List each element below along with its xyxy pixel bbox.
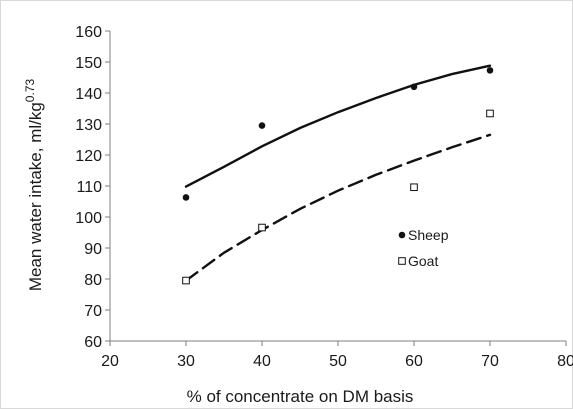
sheep-trend-line	[184, 64, 492, 188]
y-tick-label: 110	[76, 179, 102, 196]
y-axis-label: Mean water intake, ml/kg0.73	[23, 79, 45, 292]
x-tick-label: 40	[253, 353, 271, 370]
y-axis-ticks: 60 70 80 90 100 110 120 130 140 150 160	[75, 24, 110, 351]
y-tick-label: 80	[84, 272, 102, 289]
y-tick-label: 70	[84, 303, 102, 320]
goat-point	[486, 109, 494, 118]
trend-lines	[184, 64, 492, 282]
y-tick-label: 120	[75, 148, 102, 165]
sheep-point	[486, 67, 494, 74]
goat-point	[258, 223, 266, 232]
y-tick-label: 90	[84, 241, 102, 258]
sheep-point	[258, 122, 266, 129]
y-tick-label: 160	[75, 24, 102, 41]
y-tick-label: 150	[75, 55, 102, 72]
x-axis-label: % of concentrate on DM basis	[187, 387, 414, 406]
x-axis-ticks: 20 30 40 50 60 70 80	[101, 341, 573, 370]
legend-sheep-label: Sheep	[408, 227, 449, 243]
y-axis-label-main: Mean water intake, ml/kg	[26, 102, 45, 291]
x-tick-label: 70	[481, 353, 499, 370]
x-tick-label: 50	[329, 353, 347, 370]
data-points	[182, 67, 494, 285]
legend-goat-label: Goat	[408, 253, 438, 269]
goat-point	[410, 183, 418, 192]
x-tick-label: 20	[101, 353, 119, 370]
x-tick-label: 80	[557, 353, 573, 370]
x-tick-label: 60	[405, 353, 423, 370]
y-axis-label-exponent: 0.73	[23, 79, 37, 103]
goat-point	[182, 276, 190, 285]
x-tick-label: 30	[177, 353, 195, 370]
axes	[109, 31, 566, 342]
legend-goat-marker	[398, 257, 406, 265]
legend-sheep-marker	[398, 231, 406, 239]
y-tick-label: 60	[84, 334, 102, 351]
y-tick-label: 100	[75, 210, 102, 227]
sheep-point	[182, 194, 190, 201]
sheep-point	[410, 83, 418, 91]
legend: Sheep Goat	[398, 227, 449, 269]
y-tick-label: 140	[75, 86, 102, 103]
y-tick-label: 130	[75, 117, 102, 134]
goat-trend-line	[184, 133, 492, 282]
